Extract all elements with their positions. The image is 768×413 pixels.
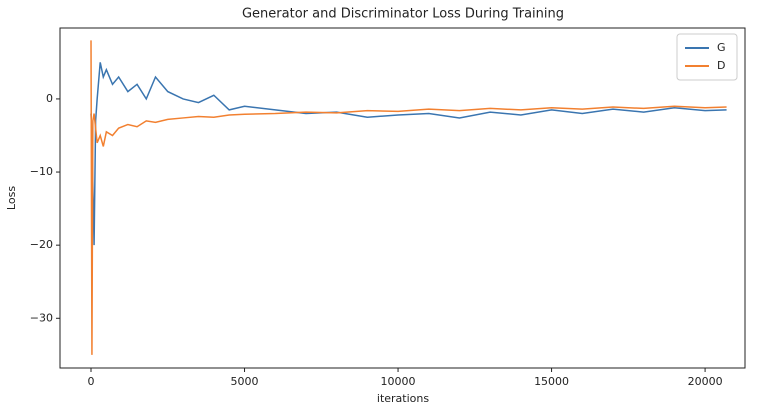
y-tick-label: −20 bbox=[30, 238, 53, 251]
x-axis-label: iterations bbox=[377, 392, 429, 405]
y-tick-label: −30 bbox=[30, 311, 53, 324]
chart-title: Generator and Discriminator Loss During … bbox=[242, 7, 564, 22]
legend-label: G bbox=[717, 41, 726, 54]
plot-frame bbox=[59, 27, 746, 369]
x-tick-label: 5000 bbox=[231, 375, 259, 388]
y-axis-label: Loss bbox=[5, 186, 18, 210]
legend-box bbox=[676, 33, 738, 81]
x-tick-label: 10000 bbox=[381, 375, 416, 388]
series-line bbox=[90, 40, 727, 355]
y-tick-label: −10 bbox=[30, 165, 53, 178]
legend-label: D bbox=[717, 59, 725, 72]
legend: GD bbox=[676, 33, 738, 81]
x-tick-label: 20000 bbox=[688, 375, 723, 388]
series-line bbox=[90, 62, 727, 246]
x-tick-label: 15000 bbox=[534, 375, 569, 388]
y-tick-label: 0 bbox=[46, 92, 53, 105]
x-tick-label: 0 bbox=[88, 375, 95, 388]
